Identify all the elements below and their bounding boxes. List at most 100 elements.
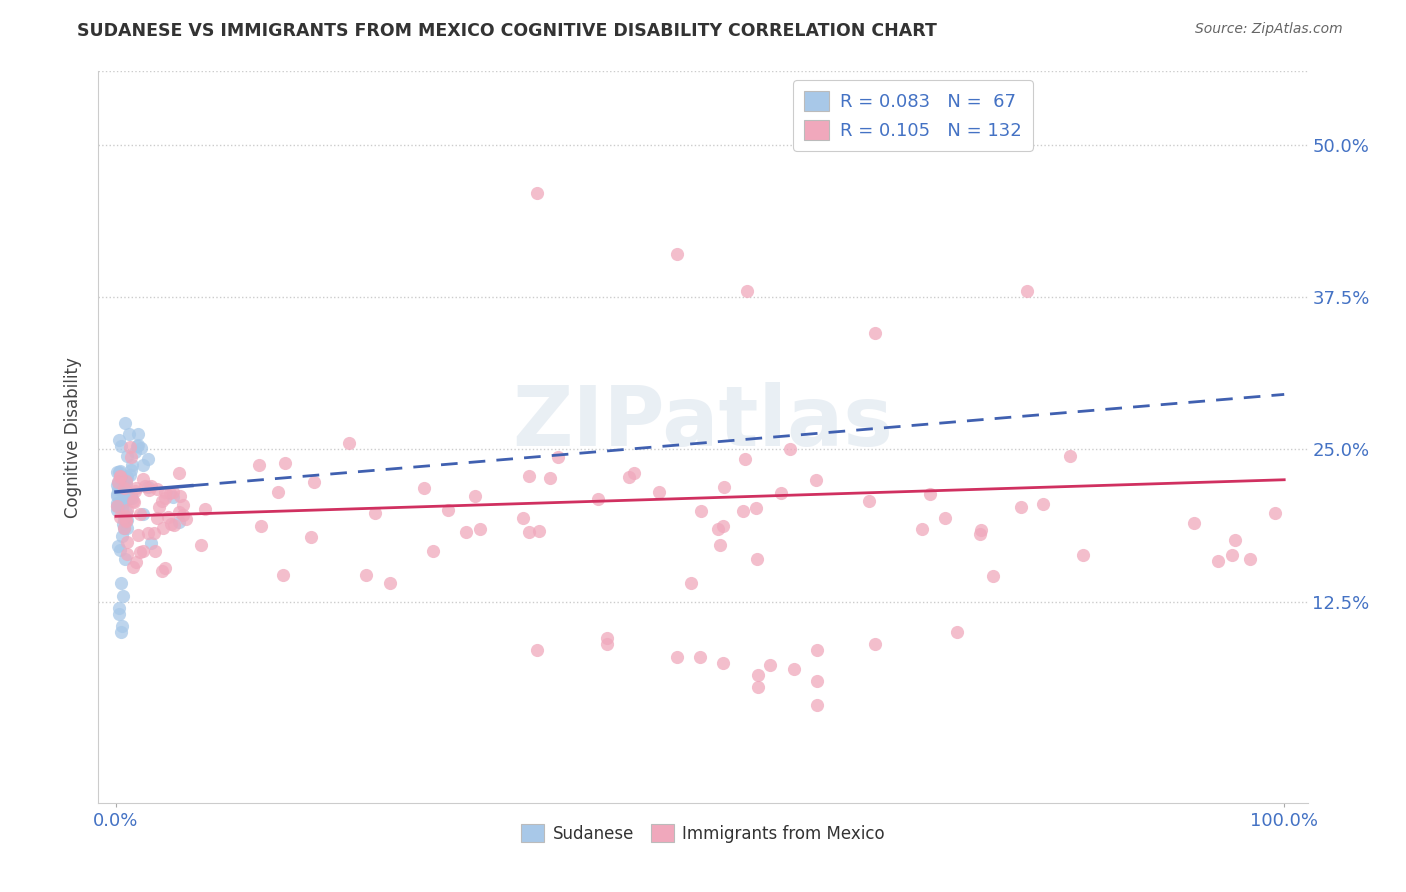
- Point: [108, 510, 131, 524]
- Point: [139, 536, 162, 550]
- Point: [157, 509, 180, 524]
- Point: [115, 485, 138, 500]
- Point: [1010, 500, 1032, 515]
- Point: [274, 456, 297, 470]
- Point: [108, 497, 131, 511]
- Point: [105, 499, 128, 513]
- Point: [679, 576, 702, 591]
- Point: [121, 491, 143, 505]
- Point: [454, 524, 477, 539]
- Point: [155, 491, 177, 506]
- Point: [105, 496, 128, 510]
- Point: [108, 470, 131, 484]
- Point: [378, 576, 401, 591]
- Point: [112, 491, 135, 506]
- Text: Source: ZipAtlas.com: Source: ZipAtlas.com: [1195, 22, 1343, 37]
- Point: [115, 513, 138, 527]
- Point: [143, 543, 166, 558]
- Point: [112, 481, 135, 495]
- Point: [127, 528, 149, 542]
- Point: [112, 512, 135, 526]
- Point: [464, 490, 486, 504]
- Point: [108, 468, 131, 483]
- Point: [713, 480, 735, 494]
- Point: [337, 436, 360, 450]
- Point: [468, 522, 491, 536]
- Point: [709, 538, 731, 552]
- Point: [865, 326, 887, 341]
- Point: [162, 485, 184, 500]
- Point: [437, 503, 460, 517]
- Point: [122, 559, 145, 574]
- Point: [1071, 548, 1094, 562]
- Point: [586, 491, 609, 506]
- Point: [142, 526, 165, 541]
- Point: [115, 486, 138, 500]
- Point: [125, 481, 148, 495]
- Point: [136, 480, 159, 494]
- Point: [115, 513, 138, 527]
- Point: [115, 547, 138, 561]
- Point: [129, 441, 152, 455]
- Legend: Sudanese, Immigrants from Mexico: Sudanese, Immigrants from Mexico: [515, 817, 891, 849]
- Point: [115, 469, 138, 483]
- Point: [132, 472, 155, 486]
- Point: [138, 483, 160, 497]
- Point: [734, 452, 756, 467]
- Point: [769, 486, 792, 500]
- Point: [111, 501, 134, 516]
- Point: [132, 507, 155, 521]
- Point: [112, 495, 135, 509]
- Point: [159, 486, 181, 500]
- Point: [713, 656, 735, 670]
- Point: [110, 439, 132, 453]
- Point: [354, 568, 377, 582]
- Point: [155, 561, 177, 575]
- Point: [517, 525, 540, 540]
- Point: [117, 427, 139, 442]
- Point: [623, 466, 645, 480]
- Text: ZIPatlas: ZIPatlas: [513, 382, 893, 463]
- Point: [647, 485, 669, 500]
- Point: [112, 493, 135, 508]
- Point: [595, 632, 617, 646]
- Point: [115, 470, 138, 484]
- Point: [169, 489, 191, 503]
- Point: [747, 680, 769, 694]
- Point: [529, 524, 551, 538]
- Point: [150, 564, 173, 578]
- Point: [167, 505, 190, 519]
- Point: [134, 478, 156, 492]
- Point: [617, 470, 640, 484]
- Point: [526, 186, 548, 201]
- Point: [1059, 450, 1081, 464]
- Point: [115, 484, 138, 499]
- Point: [115, 488, 138, 502]
- Point: [733, 504, 755, 518]
- Point: [129, 545, 152, 559]
- Point: [160, 516, 183, 531]
- Point: [167, 466, 190, 480]
- Point: [250, 518, 273, 533]
- Point: [132, 544, 155, 558]
- Point: [1264, 506, 1286, 520]
- Point: [806, 673, 828, 688]
- Point: [117, 449, 139, 463]
- Point: [110, 494, 132, 508]
- Point: [1225, 533, 1247, 548]
- Point: [128, 507, 150, 521]
- Point: [153, 485, 176, 500]
- Point: [124, 445, 146, 459]
- Point: [114, 552, 136, 566]
- Point: [934, 511, 956, 525]
- Point: [111, 589, 134, 603]
- Point: [547, 450, 569, 464]
- Point: [122, 494, 145, 508]
- Point: [105, 487, 128, 501]
- Point: [970, 523, 993, 537]
- Point: [111, 516, 134, 531]
- Point: [271, 567, 294, 582]
- Point: [194, 502, 217, 516]
- Point: [152, 521, 174, 535]
- Point: [247, 458, 270, 472]
